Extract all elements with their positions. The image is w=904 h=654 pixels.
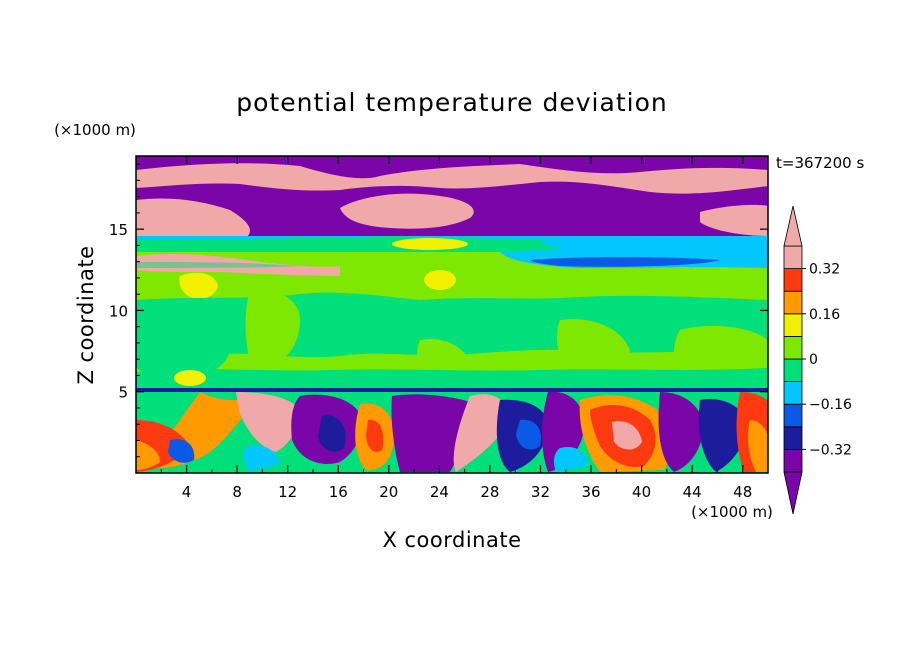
colorbar-label: −0.32 xyxy=(809,442,852,458)
x-axis: 4 8 12 16 20 24 28 32 36 40 44 48 xyxy=(160,156,752,501)
temperature-field xyxy=(136,156,768,473)
x-tick-label: 32 xyxy=(531,483,550,501)
colorbar-label: −0.16 xyxy=(809,397,852,413)
colorbar-swatch xyxy=(783,313,803,337)
plot-frame xyxy=(135,155,769,474)
y-axis-label: Z coordinate xyxy=(74,245,98,384)
colorbar: 0.32 0.16 0 −0.16 −0.32 xyxy=(783,205,852,515)
colorbar-swatch xyxy=(783,448,803,473)
colorbar-label: 0 xyxy=(809,352,818,368)
x-tick-label: 16 xyxy=(329,483,348,501)
colorbar-swatch xyxy=(783,245,803,270)
colorbar-swatch xyxy=(783,290,803,315)
x-tick-label: 8 xyxy=(232,483,242,501)
y-axis: 5 10 15 xyxy=(109,163,768,458)
colorbar-under-arrow xyxy=(783,471,803,515)
colorbar-swatch xyxy=(783,381,803,405)
x-axis-label: X coordinate xyxy=(382,528,521,552)
x-tick-label: 24 xyxy=(430,483,449,501)
colorbar-swatch xyxy=(783,358,803,383)
colorbar-swatch xyxy=(783,335,803,360)
y-unit-label: (×1000 m) xyxy=(54,121,136,139)
colorbar-label: 0.32 xyxy=(809,262,840,278)
y-tick-label: 10 xyxy=(109,302,128,320)
colorbar-swatch xyxy=(783,403,803,428)
x-tick-label: 4 xyxy=(182,483,192,501)
x-tick-label: 48 xyxy=(733,483,752,501)
x-unit-label: (×1000 m) xyxy=(691,503,773,521)
x-tick-label: 36 xyxy=(581,483,600,501)
x-tick-label: 44 xyxy=(683,483,702,501)
colorbar-label: 0.16 xyxy=(809,307,840,323)
x-tick-label: 20 xyxy=(379,483,398,501)
y-tick-label: 15 xyxy=(109,221,128,239)
time-label: t=367200 s xyxy=(776,154,864,172)
colorbar-swatch xyxy=(783,426,803,450)
chart-title: potential temperature deviation xyxy=(236,88,667,117)
x-tick-label: 28 xyxy=(480,483,499,501)
y-tick-label: 5 xyxy=(118,384,128,402)
x-tick-label: 40 xyxy=(632,483,651,501)
colorbar-over-arrow xyxy=(783,205,803,247)
colorbar-swatch xyxy=(783,268,803,292)
x-tick-label: 12 xyxy=(278,483,297,501)
